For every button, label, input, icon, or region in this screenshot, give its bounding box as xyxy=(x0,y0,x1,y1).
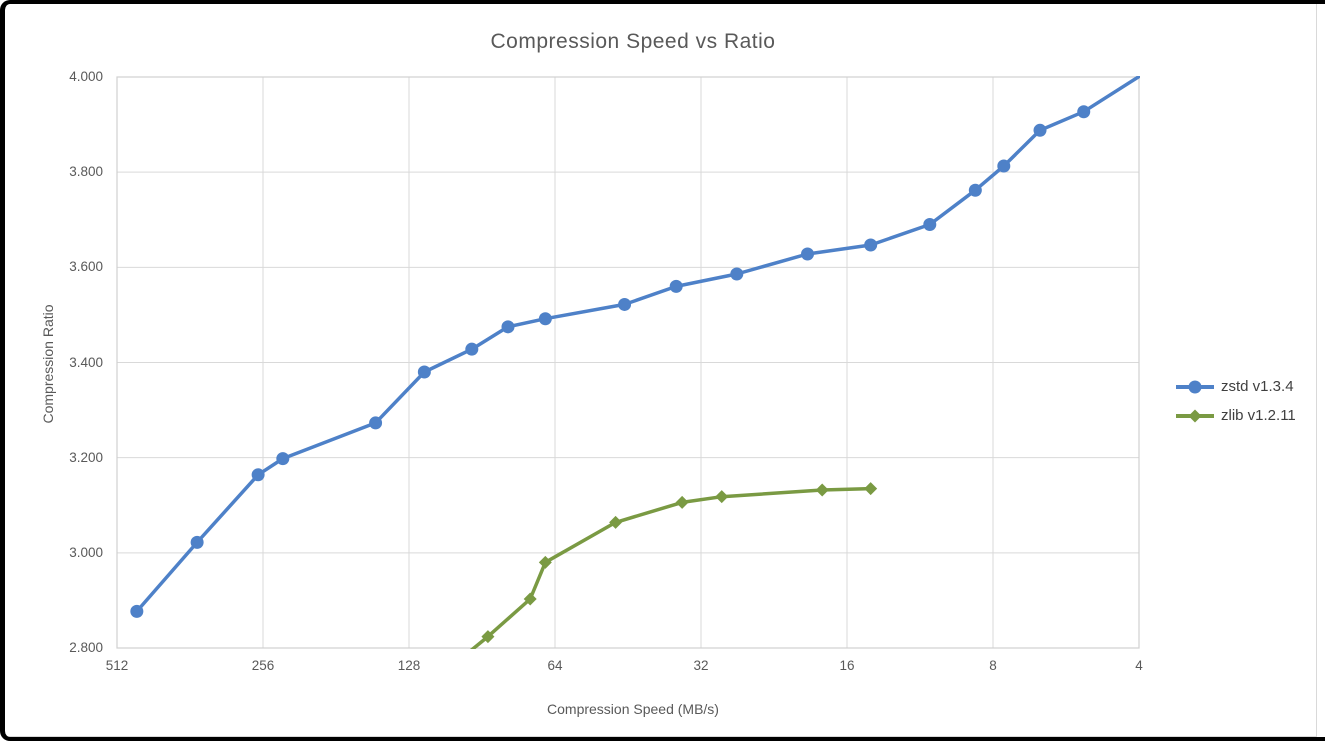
data-point-marker xyxy=(1033,123,1047,137)
data-point-marker xyxy=(538,312,552,326)
data-point-marker xyxy=(968,183,982,197)
data-point-marker xyxy=(276,452,290,466)
data-point-marker xyxy=(417,365,431,379)
series-zstd xyxy=(130,76,1140,618)
series-zlib xyxy=(434,482,878,682)
data-point-marker xyxy=(675,495,689,509)
legend-entry-zlib: zlib v1.2.11 xyxy=(1175,401,1325,430)
series-line xyxy=(470,486,873,649)
data-point-marker xyxy=(481,630,495,644)
data-point-marker xyxy=(190,535,204,549)
zstd-line-circle-marker-icon xyxy=(1176,380,1214,393)
data-point-marker xyxy=(130,604,144,618)
data-point-marker xyxy=(434,669,447,682)
data-point-marker xyxy=(609,515,623,529)
data-point-marker xyxy=(997,159,1011,173)
data-point-marker xyxy=(864,482,878,496)
data-point-marker xyxy=(618,297,632,311)
data-point-marker xyxy=(1138,76,1140,79)
legend-label-zlib: zlib v1.2.11 xyxy=(1221,407,1296,424)
data-point-marker xyxy=(251,468,265,482)
data-point-marker xyxy=(923,218,937,232)
plot-border xyxy=(116,76,1140,649)
data-point-marker xyxy=(369,416,383,430)
data-point-marker xyxy=(815,483,829,497)
data-point-marker xyxy=(501,320,515,334)
data-point-marker xyxy=(538,555,552,569)
chart-title: Compression Speed vs Ratio xyxy=(490,30,776,53)
legend: zstd v1.3.4 zlib v1.2.11 xyxy=(1175,372,1325,430)
data-point-marker xyxy=(523,592,537,606)
data-point-marker xyxy=(1077,105,1091,119)
data-point-marker xyxy=(801,247,815,261)
data-point-marker xyxy=(715,490,729,504)
data-point-marker xyxy=(730,267,744,281)
legend-label-zstd: zstd v1.3.4 xyxy=(1221,378,1294,395)
legend-entry-zstd: zstd v1.3.4 xyxy=(1175,372,1325,401)
data-point-marker xyxy=(465,342,479,356)
data-point-marker xyxy=(669,279,683,293)
chart-panel: Compression Speed vs Ratio Compression R… xyxy=(5,4,1317,737)
data-point-marker xyxy=(864,238,878,252)
zlib-line-diamond-marker-icon xyxy=(1176,409,1214,422)
x-axis-title: Compression Speed (MB/s) xyxy=(547,701,719,717)
